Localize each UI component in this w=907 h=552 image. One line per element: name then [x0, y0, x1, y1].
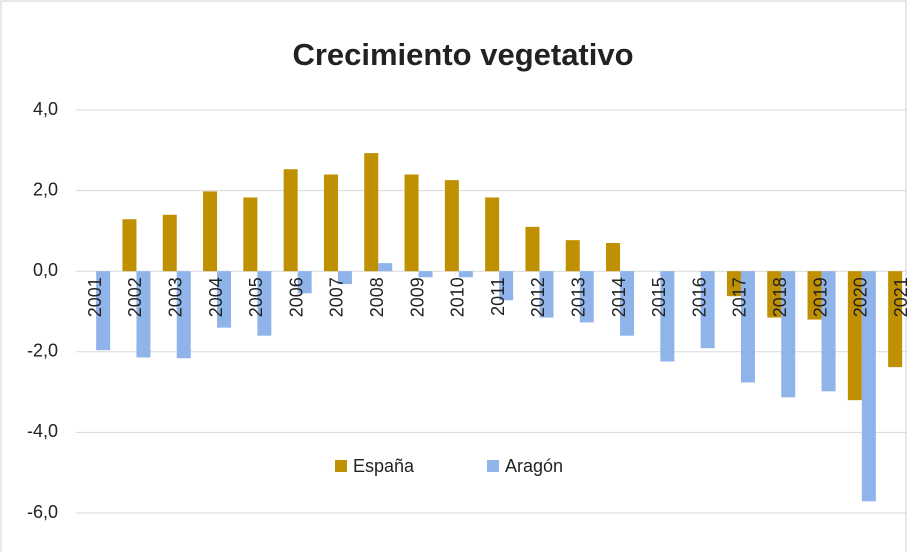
bar	[499, 271, 514, 301]
x-tick-label: 2012	[528, 277, 548, 317]
bar	[660, 271, 675, 362]
bar	[767, 271, 782, 318]
bar	[337, 271, 352, 285]
legend-label: Aragón	[505, 456, 563, 476]
x-tick-label: 2005	[246, 277, 266, 317]
x-tick-label: 2007	[327, 277, 347, 317]
legend-label: España	[353, 456, 415, 476]
x-tick-label: 2004	[206, 277, 226, 317]
bar	[726, 271, 741, 297]
legend-swatch	[335, 460, 347, 472]
x-tick-label: 2001	[85, 277, 105, 317]
bar	[579, 271, 594, 323]
x-tick-label: 2014	[609, 277, 629, 317]
bar	[418, 271, 433, 278]
y-tick-label: 0,0	[33, 260, 58, 280]
bar	[323, 174, 338, 272]
y-tick-label: 2,0	[33, 179, 58, 199]
x-tick-label: 2013	[569, 277, 589, 317]
bar	[297, 271, 312, 294]
legend-swatch	[487, 460, 499, 472]
bar	[620, 271, 635, 336]
x-tick-label: 2017	[730, 277, 750, 317]
x-tick-label: 2003	[166, 277, 186, 317]
y-tick-label: -6,0	[27, 502, 58, 522]
bar	[606, 242, 621, 272]
bar	[96, 271, 111, 351]
x-tick-label: 2009	[407, 277, 427, 317]
bar	[136, 271, 151, 358]
bar	[821, 271, 836, 392]
bar	[847, 271, 862, 401]
x-tick-label: 2018	[770, 277, 790, 317]
bar	[807, 271, 822, 320]
x-tick-label: 2008	[367, 277, 387, 317]
bar	[700, 271, 715, 349]
bar	[525, 226, 540, 272]
x-tick-label: 2020	[851, 277, 871, 317]
bar	[162, 214, 177, 272]
bar	[539, 271, 554, 318]
x-tick-label: 2019	[810, 277, 830, 317]
x-tick-label: 2010	[448, 277, 468, 317]
x-tick-label: 2002	[125, 277, 145, 317]
bar	[243, 197, 258, 272]
bar	[203, 191, 218, 272]
bar	[257, 271, 272, 336]
x-tick-label: 2011	[488, 277, 508, 316]
y-tick-label: -4,0	[27, 421, 58, 441]
x-tick-label: 2015	[649, 277, 669, 317]
bar	[485, 197, 500, 272]
bar	[364, 153, 379, 272]
x-tick-label: 2016	[689, 277, 709, 317]
bar	[740, 271, 755, 383]
bar	[176, 271, 191, 359]
y-tick-label: 4,0	[33, 99, 58, 119]
bar	[781, 271, 796, 398]
bar	[444, 180, 459, 272]
bar	[888, 271, 903, 368]
bar	[861, 271, 876, 502]
chart-title: Crecimiento vegetativo	[292, 37, 633, 72]
bar	[283, 169, 298, 272]
x-tick-label: 2006	[286, 277, 306, 317]
x-tick-label: 2021	[891, 277, 907, 317]
bar	[217, 271, 232, 328]
bar	[378, 263, 393, 272]
y-tick-label: -2,0	[27, 341, 58, 361]
bar	[565, 240, 580, 272]
bar	[404, 174, 419, 272]
bar	[458, 271, 473, 278]
bar	[122, 219, 137, 272]
